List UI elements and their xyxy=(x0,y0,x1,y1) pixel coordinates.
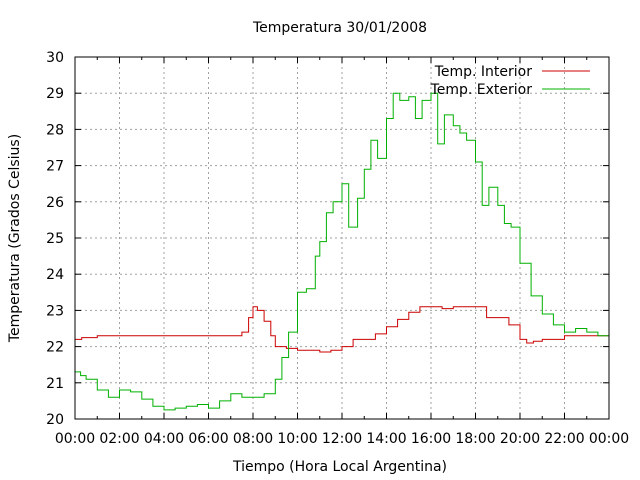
x-tick-label: 14:00 xyxy=(366,431,406,447)
legend-label: Temp. Interior xyxy=(434,64,533,80)
series-line-exterior xyxy=(75,92,610,411)
x-tick-label: 00:00 xyxy=(55,431,95,447)
x-tick-label: 02:00 xyxy=(99,431,139,447)
y-tick-label: 21 xyxy=(46,376,64,392)
y-tick-label: 30 xyxy=(46,50,64,66)
x-tick-label: 16:00 xyxy=(411,431,451,447)
x-tick-label: 10:00 xyxy=(277,431,317,447)
chart-title: Temperatura 30/01/2008 xyxy=(252,20,427,36)
x-axis-label: Tiempo (Hora Local Argentina) xyxy=(232,459,447,475)
x-tick-label: 06:00 xyxy=(188,431,228,447)
x-tick-label: 22:00 xyxy=(544,431,584,447)
x-tick-label: 12:00 xyxy=(322,431,362,447)
y-tick-label: 22 xyxy=(46,340,64,356)
plot-frame xyxy=(74,56,610,420)
x-tick-label: 00:00 xyxy=(589,431,629,447)
x-tick-label: 04:00 xyxy=(144,431,184,447)
legend: Temp. Interior Temp. Exterior xyxy=(430,64,590,98)
legend-label: Temp. Exterior xyxy=(430,82,533,98)
x-tick-label: 18:00 xyxy=(455,431,495,447)
y-tick-label: 29 xyxy=(46,86,64,102)
y-tick-label: 24 xyxy=(46,267,64,283)
y-tick-label: 26 xyxy=(46,195,64,211)
series-lines xyxy=(75,92,610,411)
y-tick-label: 20 xyxy=(46,412,64,428)
y-tick-label: 28 xyxy=(46,122,64,138)
y-tick-labels: 20 21 22 23 24 25 26 27 28 29 30 xyxy=(46,50,64,428)
x-tick-labels: 00:00 02:00 04:00 06:00 08:00 10:00 12:00 14:00… xyxy=(55,431,629,447)
y-axis-label: Temperatura (Grados Celsius) xyxy=(7,134,23,343)
series-line-interior xyxy=(75,306,609,353)
x-tick-label: 08:00 xyxy=(233,431,273,447)
x-tick-label: 20:00 xyxy=(500,431,540,447)
grid-lines xyxy=(75,57,609,419)
y-tick-label: 25 xyxy=(46,231,64,247)
y-tick-label: 27 xyxy=(46,159,64,175)
y-tick-label: 23 xyxy=(46,303,64,319)
